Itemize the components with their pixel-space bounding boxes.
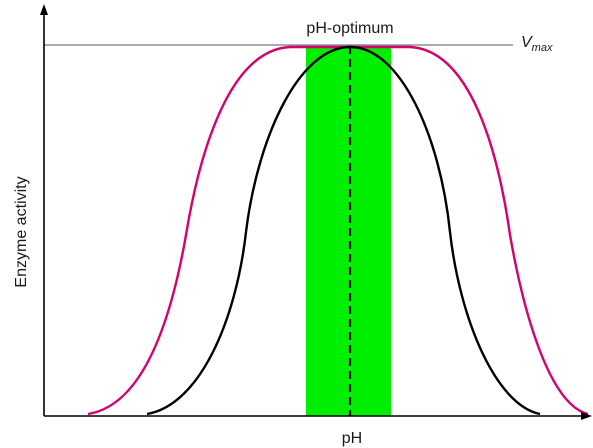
- vmax-label-main: V: [521, 34, 533, 51]
- x-axis-arrow-icon: [581, 412, 592, 420]
- y-axis-arrow-icon: [40, 4, 48, 15]
- vmax-label: Vmax: [521, 34, 553, 54]
- ph-optimum-band: [306, 46, 391, 416]
- ph-optimum-label: pH-optimum: [306, 20, 393, 37]
- vmax-label-subscript: max: [532, 42, 553, 54]
- broad-activity-curve: [87, 45, 589, 416]
- y-axis-label: Enzyme activity: [13, 176, 30, 287]
- x-axis-label: pH: [342, 430, 362, 447]
